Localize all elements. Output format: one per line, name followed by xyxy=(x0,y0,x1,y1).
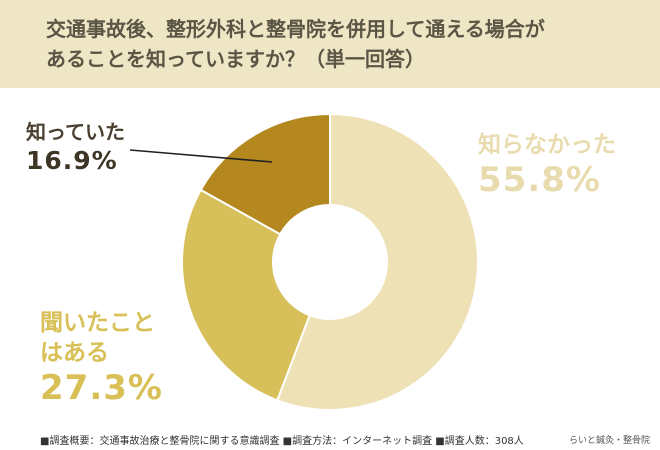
slice-heard xyxy=(181,188,311,402)
slice-known xyxy=(199,112,331,236)
chart-title-line1: 交通事故後、整形外科と整骨院を併用して通える場合が xyxy=(46,17,545,41)
known-leader-line xyxy=(129,149,273,163)
donut-slices xyxy=(181,112,479,411)
label-heard: 聞いたこと はある 27.3% xyxy=(40,308,163,408)
chart-title-line2: あることを知っていますか？（単一回答） xyxy=(46,47,425,71)
chart-title: 交通事故後、整形外科と整骨院を併用して通える場合が あることを知っていますか？（… xyxy=(46,14,626,74)
label-known-name: 知っていた xyxy=(26,120,125,144)
label-dontknow: 知らなかった 55.8% xyxy=(478,130,616,200)
label-known-value: 16.9% xyxy=(26,146,118,175)
label-heard-name-line1: 聞いたこと xyxy=(40,310,155,336)
brand-credit: らいと鍼灸・整骨院 xyxy=(568,436,650,446)
survey-footnote: ■調査概要：交通事故治療と整骨院に関する意識調査 ■調査方法：インターネット調査… xyxy=(40,436,524,447)
title-banner: 交通事故後、整形外科と整骨院を併用して通える場合が あることを知っていますか？（… xyxy=(0,0,660,88)
label-known: 知っていた 16.9% xyxy=(26,120,125,178)
slice-dontknow xyxy=(275,112,479,411)
label-dontknow-value: 55.8% xyxy=(478,160,601,200)
label-heard-name-line2: はある xyxy=(40,340,109,366)
label-heard-value: 27.3% xyxy=(40,368,163,408)
label-dontknow-name: 知らなかった xyxy=(478,132,616,158)
